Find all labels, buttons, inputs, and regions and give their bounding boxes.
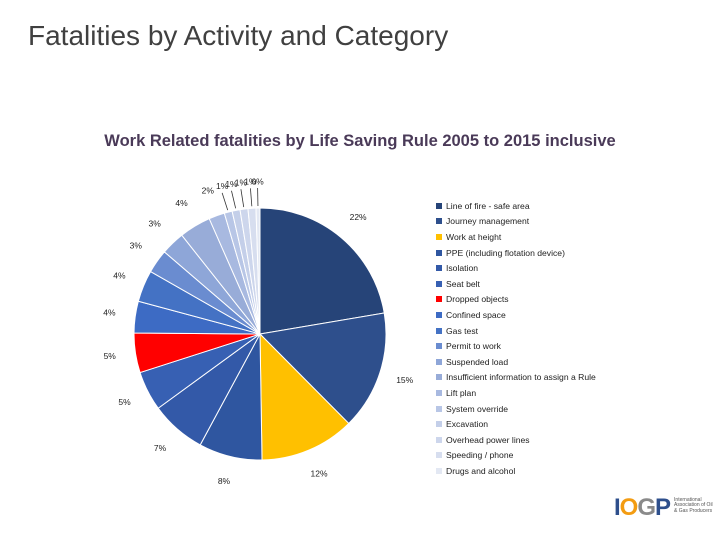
legend-swatch (436, 436, 442, 443)
pie-slice (255, 207, 261, 335)
slice-value-label: 7% (154, 443, 167, 453)
slice-value-label: 1% (216, 181, 229, 191)
slice-value-label: 0% (251, 176, 264, 186)
leader-line (231, 190, 237, 209)
legend-label: Drugs and alcohol (446, 465, 516, 476)
legend-label: PPE (including flotation device) (446, 247, 565, 258)
slice-value-label: 3% (130, 241, 143, 251)
legend-label: Overhead power lines (446, 434, 530, 445)
legend-swatch (436, 311, 442, 318)
legend-swatch (436, 233, 442, 240)
legend-label: Insufficient information to assign a Rul… (446, 372, 596, 383)
slice-value-label: 1% (225, 179, 238, 189)
slice-value-label: 12% (310, 468, 327, 478)
legend-label: Lift plan (446, 387, 477, 398)
legend-item: Work at height (436, 229, 596, 245)
slice-value-label: 4% (175, 198, 188, 208)
legend-item: Confined space (436, 307, 596, 323)
legend-item: Insufficient information to assign a Rul… (436, 370, 596, 386)
slice-value-label: 5% (118, 397, 131, 407)
legend-swatch (436, 374, 442, 381)
legend-label: Confined space (446, 309, 506, 320)
legend-label: Line of fire - safe area (446, 200, 530, 211)
legend-item: Permit to work (436, 338, 596, 354)
logo-text: International Association of Oil & Gas P… (674, 497, 713, 514)
legend-swatch (436, 249, 442, 256)
pie-slice (259, 332, 350, 461)
slice-value-label: 2% (202, 186, 215, 196)
legend-label: Seat belt (446, 278, 480, 289)
slice-value-label: 5% (104, 351, 117, 361)
legend-swatch (436, 405, 442, 412)
legend-swatch (436, 280, 442, 287)
legend-swatch (436, 265, 442, 272)
legend-swatch (436, 218, 442, 225)
legend-swatch (436, 358, 442, 365)
legend-swatch (436, 343, 442, 350)
slice-value-label: 4% (103, 308, 116, 318)
slice-value-label: 1% (244, 177, 257, 187)
legend-swatch (436, 389, 442, 396)
slide-title: Fatalities by Activity and Category (28, 20, 449, 51)
slice-value-label: 8% (218, 476, 231, 486)
legend-item: Overhead power lines (436, 432, 596, 448)
legend-item: Journey management (436, 214, 596, 230)
legend-label: Excavation (446, 419, 489, 430)
legend-label: Gas test (446, 325, 478, 336)
leader-line (250, 188, 253, 207)
chart-legend: Line of fire - safe area Journey manageme… (436, 198, 596, 479)
legend-item: Seat belt (436, 276, 596, 292)
pie-slice (258, 312, 387, 425)
legend-item: Line of fire - safe area (436, 198, 596, 214)
legend-label: Journey management (446, 216, 530, 227)
legend-label: Speeding / phone (446, 450, 514, 461)
chart-title: Work Related fatalities by Life Saving R… (104, 132, 616, 150)
slice-value-label: 3% (149, 219, 162, 229)
legend-item: PPE (including flotation device) (436, 245, 596, 261)
logo-mark: IOGP (614, 494, 671, 521)
leader-line (221, 192, 229, 211)
legend-item: Excavation (436, 416, 596, 432)
slice-value-label: 15% (396, 375, 413, 385)
legend-swatch (436, 202, 442, 209)
legend-swatch (436, 452, 442, 459)
slice-value-label: 22% (350, 212, 367, 222)
legend-label: Suspended load (446, 356, 509, 367)
slice-value-label: 4% (113, 270, 126, 280)
legend-swatch (436, 296, 442, 303)
pie-slice (259, 207, 385, 335)
legend-item: Isolation (436, 260, 596, 276)
leader-line (240, 189, 245, 208)
legend-label: Permit to work (446, 341, 501, 352)
legend-item: Dropped objects (436, 292, 596, 308)
legend-swatch (436, 421, 442, 428)
legend-label: Isolation (446, 263, 479, 274)
legend-item: Gas test (436, 323, 596, 339)
legend-label: Work at height (446, 231, 502, 242)
legend-item: Speeding / phone (436, 448, 596, 464)
legend-item: Lift plan (436, 385, 596, 401)
iogp-logo: IOGP International Association of Oil & … (614, 496, 714, 520)
legend-item: System override (436, 401, 596, 417)
legend-label: Dropped objects (446, 294, 509, 305)
legend-item: Suspended load (436, 354, 596, 370)
legend-swatch (436, 327, 442, 334)
legend-swatch (436, 467, 442, 474)
legend-item: Drugs and alcohol (436, 463, 596, 479)
slice-value-label: 1% (235, 177, 248, 187)
legend-label: System override (446, 403, 509, 414)
